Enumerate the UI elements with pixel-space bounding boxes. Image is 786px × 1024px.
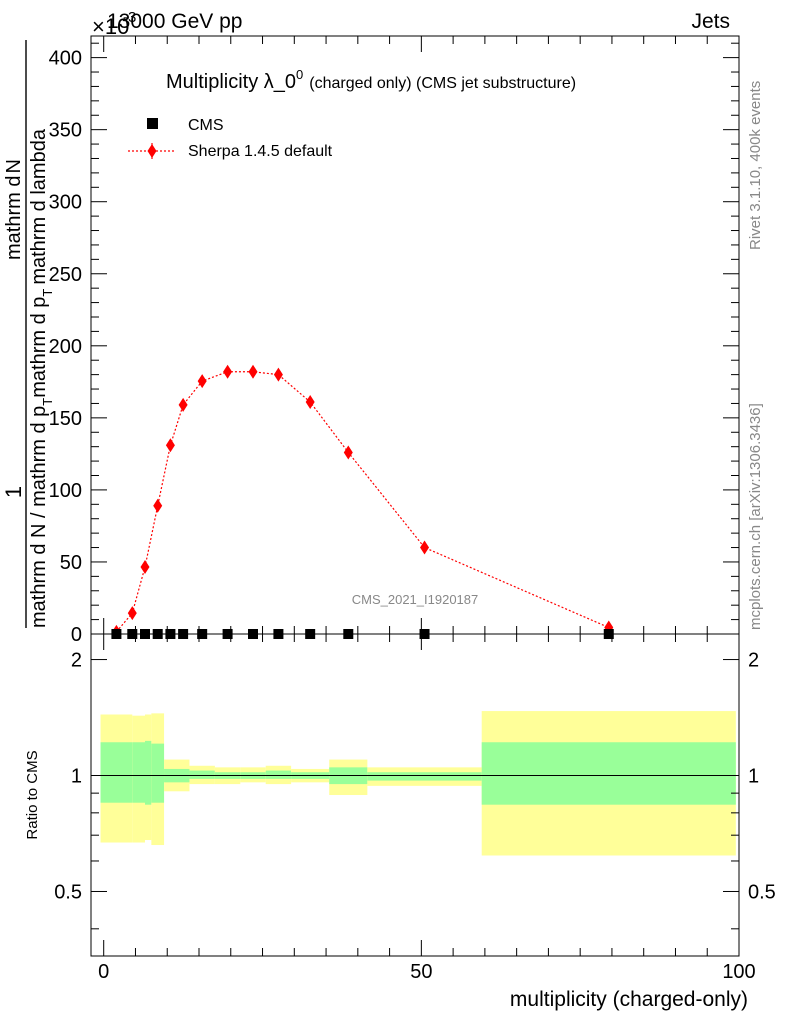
sherpa-point: [420, 540, 430, 555]
ratio-band-inner: [132, 742, 145, 803]
main-title: Multiplicity λ_00 (charged only) (CMS jet…: [166, 67, 576, 93]
legend-cms-label: CMS: [188, 117, 224, 134]
ratio-band-inner: [100, 742, 133, 803]
ratio-ytick-label-right: 1: [748, 766, 759, 788]
sherpa-point: [165, 438, 175, 453]
sherpa-point: [127, 606, 137, 621]
legend-sherpa-marker: [147, 144, 157, 158]
ratio-ytick-label-left: 2: [71, 650, 82, 672]
ylabel-part-6: N: [3, 159, 25, 173]
main-ytick-label: 50: [60, 552, 82, 574]
ylabel-top: mathrm d N: [3, 159, 25, 260]
sherpa-point: [343, 445, 353, 460]
ylabel-part-0: mathrm d N / mathrm d p: [28, 406, 50, 628]
ratio-panel-frame: [90, 633, 740, 957]
ylabel-part-5: mathrm d: [3, 176, 25, 260]
legend: CMS Sherpa 1.4.5 default: [128, 117, 333, 160]
x-tick-labels: 0 50 100: [98, 961, 756, 983]
main-title-text: Multiplicity λ_0: [166, 71, 296, 93]
main-ytick-label: 0: [71, 624, 82, 646]
x-tick-label: 0: [98, 961, 109, 983]
exponent-power: -3: [123, 9, 136, 26]
rivet-label: Rivet 3.1.10, 400k events: [747, 81, 764, 250]
main-y-tick-labels: 0 50 100 150 200 250 300 350 400: [49, 48, 82, 646]
ratio-ytick-label-left: 0.5: [54, 881, 82, 903]
ratio-band-inner: [145, 740, 152, 805]
legend-sherpa-label: Sherpa 1.4.5 default: [188, 143, 333, 160]
ratio-y-tick-labels: 0.5 0.5 1 1 2 2: [54, 650, 776, 904]
main-ytick-label: 150: [49, 408, 82, 430]
main-y-axis-label: 1 mathrm d N / mathrm d pTmathrm d pTmat…: [1, 40, 55, 628]
x-tick-label: 100: [722, 961, 755, 983]
ratio-ytick-label-right: 2: [748, 650, 759, 672]
main-axis-ticks: [91, 36, 740, 635]
sherpa-point: [140, 559, 150, 574]
legend-cms-marker: [147, 118, 158, 129]
x-axis-label: multiplicity (charged-only): [510, 988, 748, 1011]
ratio-band-inner: [151, 743, 165, 803]
ratio-ytick-label-right: 0.5: [748, 881, 776, 903]
header-left: 13000 GeV pp: [107, 10, 242, 33]
sherpa-point: [178, 397, 188, 412]
sherpa-point: [153, 498, 163, 513]
main-title-sup: 0: [296, 67, 303, 82]
sherpa-point: [305, 395, 315, 410]
sherpa-point: [223, 364, 233, 379]
ratio-band-inner: [189, 770, 215, 779]
main-ytick-label: 200: [49, 336, 82, 358]
mcplots-label: mcplots.cern.ch [arXiv:1306.3436]: [747, 403, 764, 630]
main-ytick-label: 300: [49, 192, 82, 214]
sherpa-point: [273, 367, 283, 382]
main-ytick-label: 400: [49, 48, 82, 70]
analysis-watermark: CMS_2021_I1920187: [352, 592, 479, 607]
ratio-y-axis-label: Ratio to CMS: [24, 750, 41, 839]
main-ytick-label: 250: [49, 264, 82, 286]
main-ytick-label: 350: [49, 120, 82, 142]
sherpa-point: [248, 364, 258, 379]
ylabel-denominator: mathrm d N / mathrm d pTmathrm d pTmathr…: [28, 128, 55, 628]
ratio-band-inner: [481, 742, 736, 805]
header-right: Jets: [691, 10, 730, 33]
ylabel-part-2: mathrm d p: [28, 297, 50, 398]
ylabel-numerator: 1: [1, 486, 26, 498]
main-title-suffix: (charged only) (CMS jet substructure): [309, 75, 576, 92]
x-tick-label: 50: [410, 961, 432, 983]
ylabel-part-4: mathrm d lambda: [28, 128, 50, 284]
ratio-axis-ticks: [91, 634, 740, 956]
ratio-band-inner: [367, 772, 482, 781]
ratio-bands: [100, 711, 736, 856]
ylabel-part-1: T: [40, 398, 55, 406]
sherpa-point: [197, 374, 207, 389]
exponent-label: ×10: [92, 14, 129, 39]
main-ytick-label: 100: [49, 480, 82, 502]
ratio-band-inner: [265, 770, 292, 779]
ratio-ytick-label-left: 1: [71, 766, 82, 788]
sherpa-series: [111, 364, 614, 639]
ylabel-part-3: T: [40, 289, 55, 297]
